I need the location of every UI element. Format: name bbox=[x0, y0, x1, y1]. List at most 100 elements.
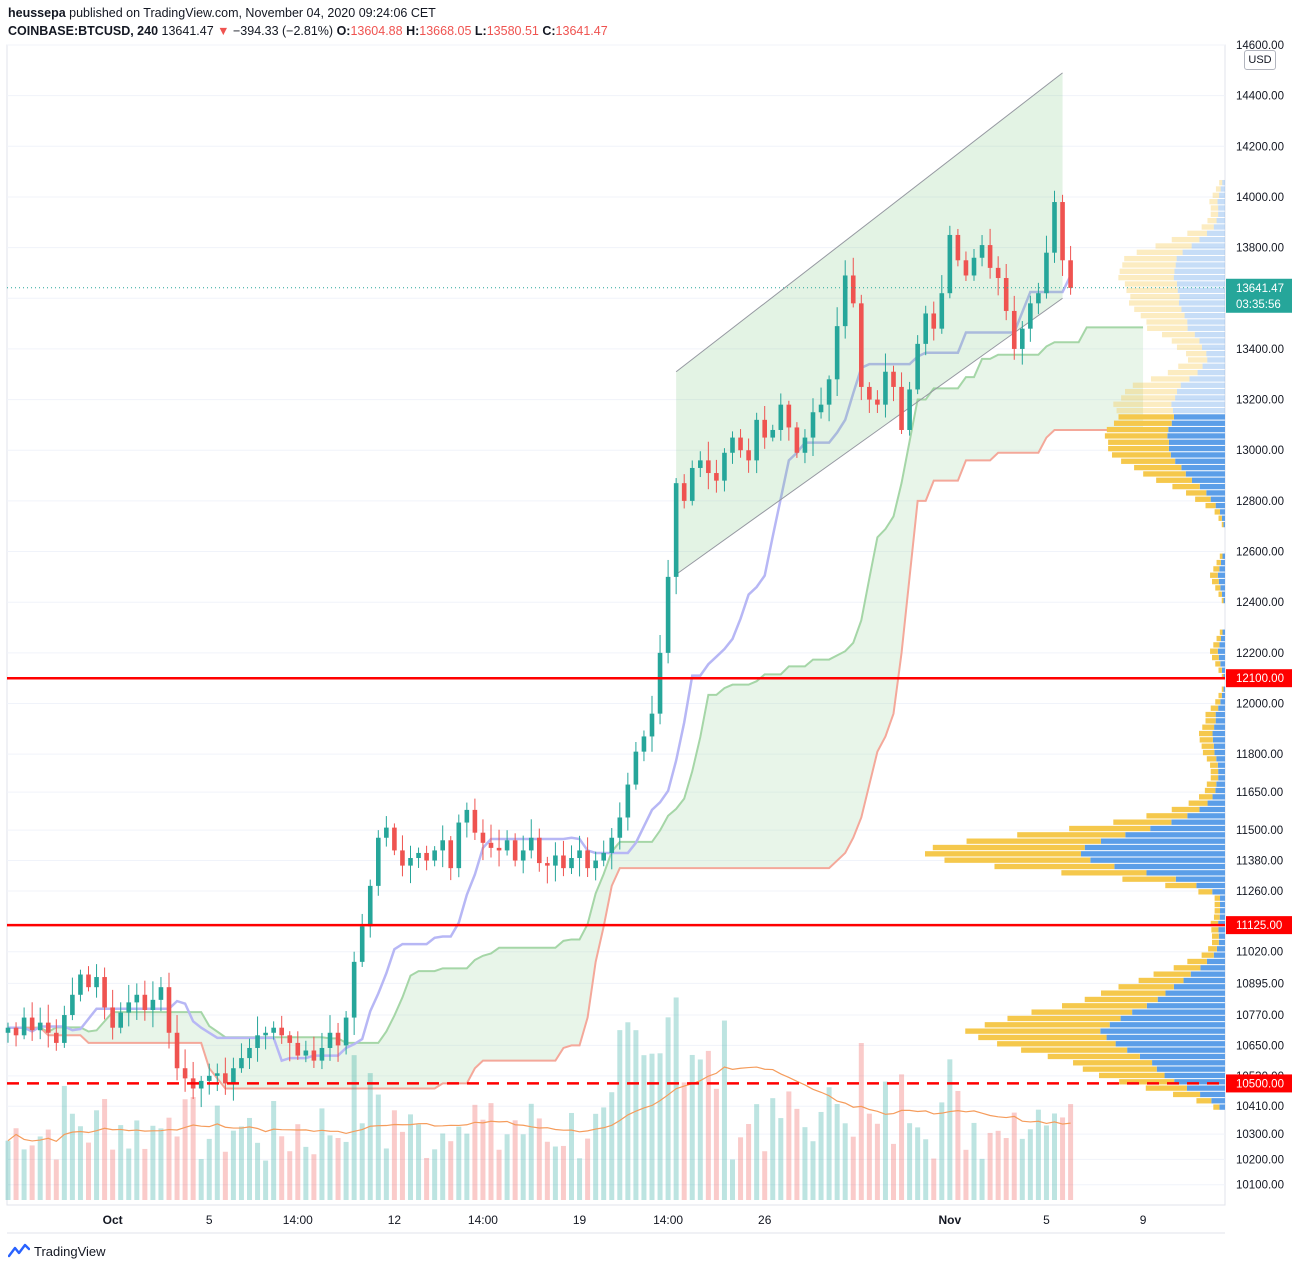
price-level-label: 12100.00 bbox=[1236, 673, 1284, 685]
volume-bar bbox=[1068, 1104, 1074, 1200]
volume-profile-up-bar bbox=[1175, 458, 1225, 464]
channel-upper-line bbox=[675, 72, 1063, 373]
candle-body bbox=[859, 303, 864, 387]
publisher-name[interactable]: heussepa bbox=[8, 6, 66, 20]
candle-body bbox=[955, 234, 961, 261]
candle-body bbox=[649, 713, 655, 737]
volume-profile-down-bar bbox=[1216, 635, 1221, 642]
y-tick-label: 10895.00 bbox=[1236, 978, 1284, 990]
volume-profile-down-bar bbox=[1199, 730, 1213, 737]
volume-profile-down-bar bbox=[966, 838, 1101, 844]
last-price-tag bbox=[1226, 278, 1292, 313]
volume-profile-down-bar bbox=[1210, 572, 1218, 578]
candle-body bbox=[319, 1047, 325, 1061]
volume-profile-down-bar bbox=[1212, 192, 1220, 198]
candle-body bbox=[29, 1017, 35, 1031]
volume-profile-down-bar bbox=[994, 863, 1115, 870]
volume-profile-up-bar bbox=[1114, 863, 1225, 870]
candle-body bbox=[714, 473, 719, 481]
volume-profile-down-bar bbox=[997, 1041, 1116, 1047]
y-tick-label: 12400.00 bbox=[1236, 597, 1284, 609]
symbol-label[interactable]: COINBASE:BTCUSD, 240 bbox=[8, 24, 159, 38]
tradingview-logo[interactable]: TradingView bbox=[8, 1240, 106, 1262]
volume-profile-up-bar bbox=[1218, 775, 1225, 781]
volume-profile-up-bar bbox=[1215, 502, 1225, 509]
volume-bar bbox=[730, 1159, 735, 1200]
candle-body bbox=[1068, 260, 1073, 288]
volume-bar bbox=[1003, 1138, 1009, 1200]
volume-profile-down-bar bbox=[1140, 312, 1185, 319]
volume-profile-up-bar bbox=[1222, 553, 1225, 559]
volume-bar bbox=[552, 1146, 558, 1200]
volume-bar bbox=[118, 1125, 124, 1200]
volume-profile-down-bar bbox=[1084, 996, 1158, 1003]
volume-profile-down-bar bbox=[1172, 483, 1200, 490]
volume-profile-up-bar bbox=[1218, 705, 1225, 711]
volume-bar bbox=[689, 1054, 695, 1200]
volume-bar bbox=[923, 1139, 929, 1200]
y-tick-label: 14400.00 bbox=[1236, 91, 1284, 103]
volume-bar bbox=[456, 1126, 462, 1200]
volume-bar bbox=[705, 1050, 711, 1200]
volume-profile-up-bar bbox=[1150, 825, 1225, 832]
volume-bar bbox=[585, 1138, 591, 1200]
candle-body bbox=[601, 852, 606, 861]
volume-profile-down-bar bbox=[1104, 433, 1168, 439]
y-tick-label: 10650.00 bbox=[1236, 1040, 1284, 1052]
volume-bar bbox=[544, 1141, 550, 1200]
volume-profile-up-bar bbox=[1152, 1060, 1225, 1066]
volume-bar bbox=[37, 1136, 43, 1200]
volume-profile-up-bar bbox=[1222, 629, 1225, 635]
volume-bar bbox=[858, 1043, 864, 1200]
candle-body bbox=[585, 850, 590, 869]
volume-profile-down-bar bbox=[1219, 553, 1223, 559]
candle-body bbox=[891, 371, 896, 387]
candle-body bbox=[722, 452, 727, 481]
candle-body bbox=[778, 404, 784, 430]
candle-body bbox=[561, 855, 566, 869]
volume-profile-down-bar bbox=[1218, 667, 1222, 673]
volume-profile-up-bar bbox=[1168, 426, 1225, 433]
candle-body bbox=[730, 437, 735, 453]
volume-profile-down-bar bbox=[965, 1028, 1101, 1034]
x-tick-label: 14:00 bbox=[283, 1213, 313, 1227]
currency-badge[interactable]: USD bbox=[1244, 50, 1276, 70]
candle-body bbox=[496, 847, 502, 851]
volume-profile-down-bar bbox=[1155, 243, 1192, 249]
candle-body bbox=[400, 850, 405, 866]
y-tick-label: 11650.00 bbox=[1236, 787, 1283, 799]
candle-body bbox=[593, 860, 598, 869]
candle-body bbox=[818, 404, 824, 413]
volume-bar bbox=[174, 1136, 180, 1200]
candle-body bbox=[681, 483, 687, 501]
volume-bar bbox=[713, 1088, 719, 1200]
candle-body bbox=[166, 987, 172, 1033]
candle-body bbox=[271, 1027, 276, 1033]
volume-bar bbox=[512, 1120, 518, 1200]
volume-profile-up-bar bbox=[1218, 939, 1225, 946]
candle-body bbox=[528, 837, 534, 851]
volume-profile-up-bar bbox=[1218, 205, 1225, 211]
candle-body bbox=[351, 961, 357, 1018]
volume-bar bbox=[754, 1104, 760, 1200]
volume-profile-up-bar bbox=[1215, 787, 1225, 794]
candle-body bbox=[303, 1050, 309, 1056]
volume-profile-down-bar bbox=[1143, 471, 1186, 477]
volume-profile-down-bar bbox=[1210, 205, 1219, 211]
x-tick-label: 14:00 bbox=[468, 1213, 498, 1227]
candle-body bbox=[762, 419, 767, 438]
volume-bar bbox=[238, 1126, 244, 1200]
volume-profile-up-bar bbox=[1175, 876, 1225, 882]
candle-body bbox=[899, 386, 904, 430]
x-tick-label: 12 bbox=[388, 1213, 402, 1227]
volume-profile-up-bar bbox=[1090, 857, 1225, 863]
candle-body bbox=[376, 837, 381, 886]
volume-profile-up-bar bbox=[1201, 344, 1225, 350]
candle-body bbox=[464, 809, 470, 823]
volume-bar bbox=[440, 1133, 446, 1200]
volume-profile-down-bar bbox=[1165, 882, 1197, 889]
volume-bar bbox=[424, 1157, 430, 1200]
volume-profile-down-bar bbox=[1186, 350, 1207, 357]
volume-profile-up-bar bbox=[1212, 737, 1225, 743]
